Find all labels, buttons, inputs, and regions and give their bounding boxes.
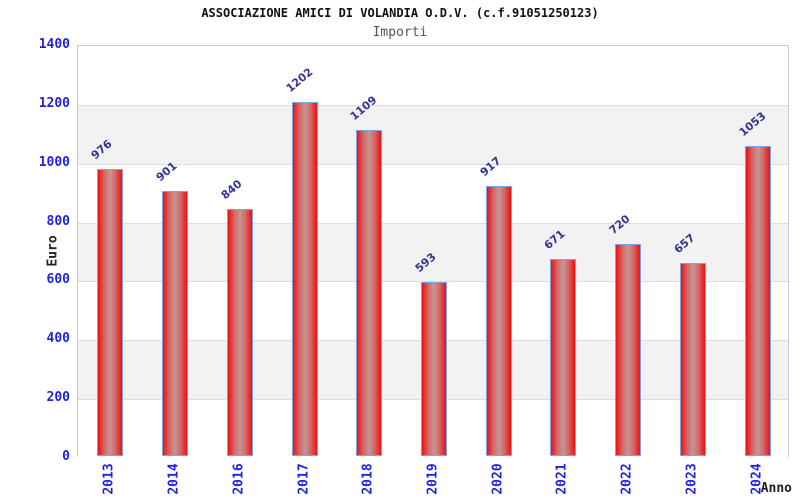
x-tick-label: 2022 [619, 463, 635, 495]
chart-title: ASSOCIAZIONE AMICI DI VOLANDIA O.D.V. (c… [201, 6, 599, 20]
x-axis-title: Anno [760, 481, 792, 496]
bar [226, 208, 253, 456]
y-tick-label: 1400 [38, 37, 70, 52]
plot-area: 976 901 840 1202 1109 593 917 671 720 657 1053 [77, 45, 789, 458]
y-tick-label: 600 [46, 272, 70, 288]
bar [162, 190, 189, 456]
plot-band [78, 222, 788, 282]
bar [485, 186, 512, 456]
bar [550, 258, 577, 456]
y-tick-label: 1000 [38, 154, 70, 170]
plot-band [78, 46, 788, 105]
y-tick-label: 800 [46, 213, 70, 229]
y-tick-label: 200 [46, 390, 70, 406]
x-tick-label: 2016 [231, 463, 247, 495]
y-tick-label: 1200 [38, 95, 70, 111]
x-tick-label: 2018 [360, 463, 376, 495]
gridline [78, 163, 788, 165]
bar [615, 244, 642, 456]
x-tick-label: 2017 [296, 463, 312, 495]
x-tick-label: 2023 [684, 463, 700, 495]
x-tick-label: 2019 [425, 463, 441, 495]
x-tick-label: 2013 [101, 463, 117, 495]
x-tick-label: 2021 [554, 463, 570, 495]
bar [291, 102, 318, 456]
plot-band [78, 104, 788, 164]
chart-subtitle: Importi [372, 25, 428, 40]
gridline [78, 104, 788, 106]
x-tick-label: 2014 [166, 463, 182, 495]
x-tick-label: 2020 [490, 463, 506, 495]
bar [356, 129, 383, 456]
plot-band [78, 163, 788, 223]
bar [421, 281, 447, 456]
bar [744, 146, 771, 456]
bar [97, 168, 124, 456]
gridline [78, 222, 788, 224]
y-tick-label: 0 [62, 449, 70, 464]
bar [679, 262, 706, 456]
y-axis-title: Euro [45, 235, 61, 267]
y-tick-label: 400 [46, 331, 70, 347]
